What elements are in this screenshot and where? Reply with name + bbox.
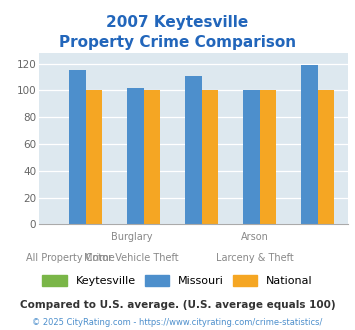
Bar [301,65,318,224]
Text: Arson: Arson [241,232,269,242]
Text: © 2025 CityRating.com - https://www.cityrating.com/crime-statistics/: © 2025 CityRating.com - https://www.city… [32,318,323,327]
Text: Larceny & Theft: Larceny & Theft [216,253,294,263]
Bar [202,90,218,224]
Text: All Property Crime: All Property Crime [26,253,114,263]
Text: Burglary: Burglary [111,232,152,242]
Text: 2007 Keytesville: 2007 Keytesville [106,15,248,30]
Bar [127,88,143,224]
Bar [318,90,334,224]
Text: Compared to U.S. average. (U.S. average equals 100): Compared to U.S. average. (U.S. average … [20,300,335,310]
Bar [260,90,276,224]
Bar [143,90,160,224]
Legend: Keytesville, Missouri, National: Keytesville, Missouri, National [38,271,317,290]
Bar [69,70,86,224]
Text: Property Crime Comparison: Property Crime Comparison [59,35,296,50]
Bar [86,90,102,224]
Text: Motor Vehicle Theft: Motor Vehicle Theft [84,253,179,263]
Bar [244,90,260,224]
Bar [185,76,202,224]
